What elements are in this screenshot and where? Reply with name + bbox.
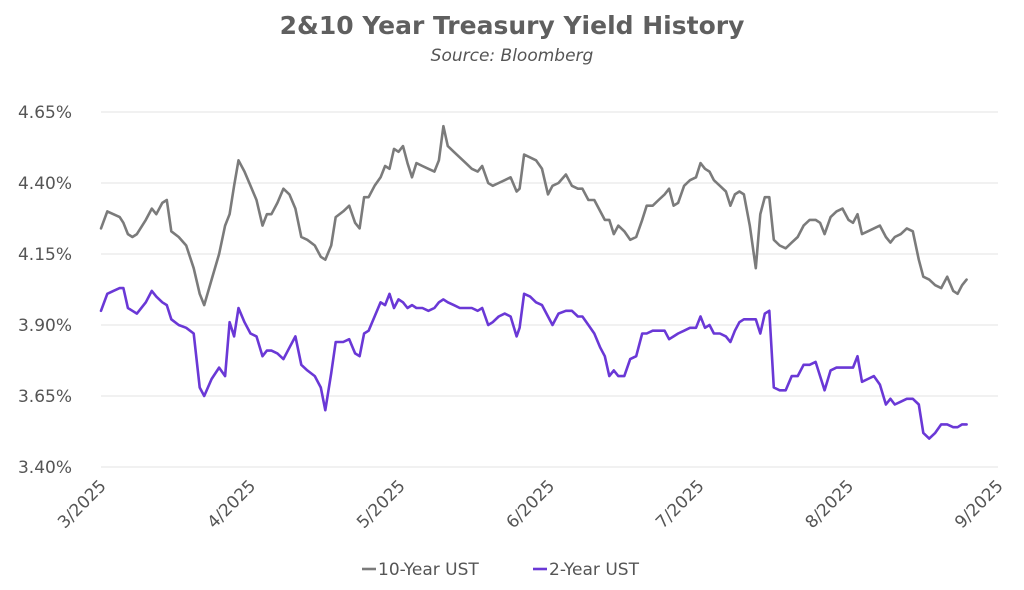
y-tick-label: 4.65% bbox=[18, 103, 72, 123]
y-tick-label: 4.40% bbox=[18, 174, 72, 194]
chart-title: 2&10 Year Treasury Yield History bbox=[280, 11, 745, 40]
series-line-two-year bbox=[99, 286, 968, 440]
series-lines bbox=[99, 124, 968, 440]
x-axis-ticks: 3/2025 4/2025 5/2025 6/2025 7/2025 8/2025 9/20… bbox=[54, 476, 1007, 532]
chart-subtitle: Source: Bloomberg bbox=[431, 46, 594, 66]
y-axis-ticks: 3.40% 3.65% 3.90% 4.15% 4.40% 4.65% bbox=[18, 103, 72, 478]
legend-label: 2-Year UST bbox=[549, 560, 640, 580]
y-tick-label: 3.40% bbox=[18, 458, 72, 478]
x-tick-label: 7/2025 bbox=[652, 476, 708, 532]
x-tick-label: 5/2025 bbox=[353, 476, 409, 532]
x-tick-label: 8/2025 bbox=[802, 476, 858, 532]
x-tick-label: 3/2025 bbox=[54, 476, 110, 532]
legend-label: 10-Year UST bbox=[378, 560, 479, 580]
x-tick-label: 9/2025 bbox=[951, 476, 1007, 532]
series-line-ten-year bbox=[99, 124, 968, 307]
x-tick-label: 4/2025 bbox=[204, 476, 260, 532]
x-tick-label: 6/2025 bbox=[503, 476, 559, 532]
y-tick-label: 3.65% bbox=[18, 387, 72, 407]
gridlines bbox=[101, 111, 998, 468]
y-tick-label: 4.15% bbox=[18, 245, 72, 265]
legend: 10-Year UST 2-Year UST bbox=[362, 560, 640, 580]
y-tick-label: 3.90% bbox=[18, 316, 72, 336]
